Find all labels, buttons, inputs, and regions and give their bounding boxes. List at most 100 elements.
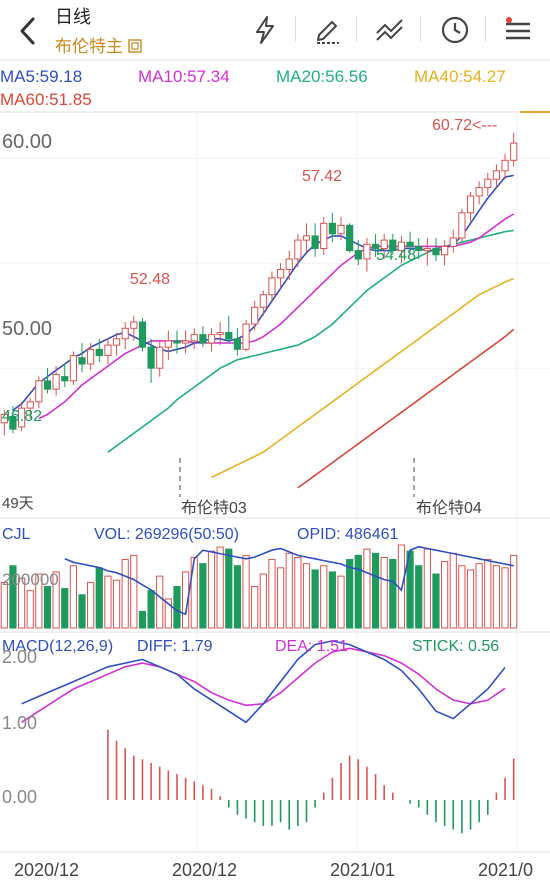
price-tick-60: 60.00 <box>2 131 52 153</box>
macd-tick-0: 0.00 <box>2 787 37 807</box>
volume-bar <box>492 565 501 629</box>
candle-body <box>458 212 466 239</box>
volume-bar <box>251 586 259 629</box>
volume-bar <box>216 546 224 629</box>
dea-line <box>21 647 506 723</box>
volume-bar <box>441 561 449 629</box>
volume-bar <box>207 550 216 629</box>
volume-bar <box>43 586 52 629</box>
candle-body <box>423 248 431 252</box>
lightning-icon <box>256 16 274 44</box>
candle-body <box>311 235 319 249</box>
volume-bar <box>52 571 60 629</box>
candle-body <box>397 241 406 252</box>
clock-button[interactable] <box>437 12 473 48</box>
low-label-start: 46.82 <box>2 408 42 425</box>
candle-body <box>216 332 224 336</box>
date-label-4: 2021/0 <box>478 860 533 880</box>
volume-bar <box>363 548 371 629</box>
toolbar-divider <box>420 16 421 42</box>
candle-body <box>415 245 423 252</box>
macd-tick-1: 1.00 <box>2 713 37 733</box>
volume-bar <box>78 594 86 629</box>
volume-bar <box>0 581 8 629</box>
menu-button[interactable] <box>500 12 536 48</box>
volume-bar <box>380 556 388 629</box>
box-icon <box>128 39 142 53</box>
macd-chart <box>21 640 515 834</box>
candle-body <box>510 142 518 161</box>
draw-button[interactable] <box>310 12 346 48</box>
volume-bar <box>320 565 328 629</box>
chevron-left-icon <box>20 17 35 45</box>
lightning-button[interactable] <box>247 12 283 48</box>
dea-value: DEA: 1.51 <box>275 638 348 655</box>
volume-axis-label: 200000 <box>2 570 59 589</box>
volume-bar <box>199 563 207 629</box>
candle-body <box>501 159 509 172</box>
volume-bar <box>121 559 129 629</box>
chart-labels: 60.00 50.00 52.48 57.42 54.48 46.82 60.7… <box>2 117 533 880</box>
contract-label-1: 布伦特03 <box>181 499 247 517</box>
candle-body <box>130 321 138 329</box>
toolbar-divider <box>485 16 486 42</box>
volume-bar <box>9 565 17 629</box>
candle-body <box>371 243 380 250</box>
volume-bar <box>95 567 103 629</box>
volume-bar <box>259 573 267 629</box>
macd-label: MACD(12,26,9) <box>2 638 113 655</box>
header: 日线 布伦特主 <box>0 0 550 60</box>
price-tick-50: 50.00 <box>2 318 52 340</box>
back-button[interactable] <box>12 14 42 48</box>
candle-body <box>95 348 103 357</box>
candle-body <box>259 294 267 308</box>
volume-bar <box>190 556 198 629</box>
candle-body <box>156 346 164 369</box>
candle-body <box>492 170 501 180</box>
candle-body <box>0 413 8 424</box>
candle-body <box>69 355 77 382</box>
instrument-name[interactable]: 布伦特主 <box>55 32 142 57</box>
candle-body <box>182 340 190 344</box>
volume-bar <box>61 588 69 629</box>
low-label-1: 54.48 <box>376 247 416 264</box>
volume-bar <box>268 559 276 629</box>
ma10-line <box>38 213 515 420</box>
volume-bar <box>164 598 172 629</box>
candle-body <box>441 245 449 256</box>
candle-body <box>173 340 181 344</box>
candle-body <box>337 224 345 235</box>
candle-body <box>52 374 60 390</box>
volume-bar <box>346 559 354 629</box>
chart-grid <box>0 112 550 850</box>
stick-value: STICK: 0.56 <box>412 638 499 655</box>
volume-bar <box>233 565 242 629</box>
candle-body <box>233 338 242 350</box>
date-label-3: 2021/01 <box>330 860 395 880</box>
candle-body <box>320 222 328 250</box>
draw-icon <box>317 21 339 44</box>
candle-body <box>484 178 492 189</box>
candle-body <box>432 248 440 256</box>
days-label: 49天 <box>2 495 34 512</box>
candle-body <box>251 306 259 325</box>
candle-body <box>147 346 155 369</box>
volume-bar <box>510 554 518 629</box>
volume-bar <box>449 552 457 629</box>
cjl-label: CJL <box>2 526 31 543</box>
candle-body <box>294 239 302 260</box>
candle-body <box>87 348 95 365</box>
diff-line <box>21 640 506 724</box>
volume-bar <box>311 569 319 629</box>
toolbar-divider <box>356 16 357 42</box>
candle-body <box>35 380 43 403</box>
candle-body <box>26 401 34 409</box>
volume-bar <box>458 565 466 629</box>
candles <box>0 133 518 436</box>
candle-body <box>78 357 86 365</box>
high-label-1: 52.48 <box>130 271 170 288</box>
volume-bar <box>112 579 121 629</box>
compare-button[interactable] <box>372 12 408 48</box>
volume-bar <box>17 577 26 629</box>
